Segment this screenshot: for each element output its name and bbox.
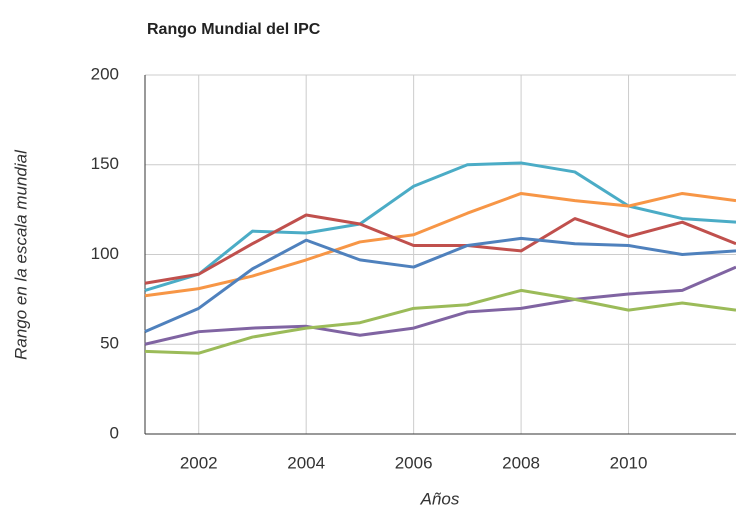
x-tick-label: 2010 bbox=[610, 453, 648, 472]
y-tick-label: 100 bbox=[91, 244, 119, 263]
series-line bbox=[144, 236, 736, 334]
chart-title: Rango Mundial del IPC bbox=[147, 21, 321, 38]
y-tick-label: 200 bbox=[91, 64, 119, 83]
x-tick-label: 2004 bbox=[287, 453, 325, 472]
x-tick-label: 2002 bbox=[180, 453, 218, 472]
y-axis-label: Rango en la escala mundial bbox=[11, 149, 30, 360]
y-tick-label: 50 bbox=[100, 334, 119, 353]
series-line bbox=[144, 191, 736, 298]
y-tick-label: 150 bbox=[91, 154, 119, 173]
series-line bbox=[144, 161, 736, 292]
x-axis-label: Años bbox=[420, 489, 460, 508]
y-tick-label: 0 bbox=[110, 423, 119, 442]
x-tick-label: 2008 bbox=[502, 453, 540, 472]
series-line bbox=[144, 213, 736, 285]
x-tick-label: 2006 bbox=[395, 453, 433, 472]
series-line bbox=[144, 288, 736, 355]
series-line bbox=[144, 265, 736, 346]
